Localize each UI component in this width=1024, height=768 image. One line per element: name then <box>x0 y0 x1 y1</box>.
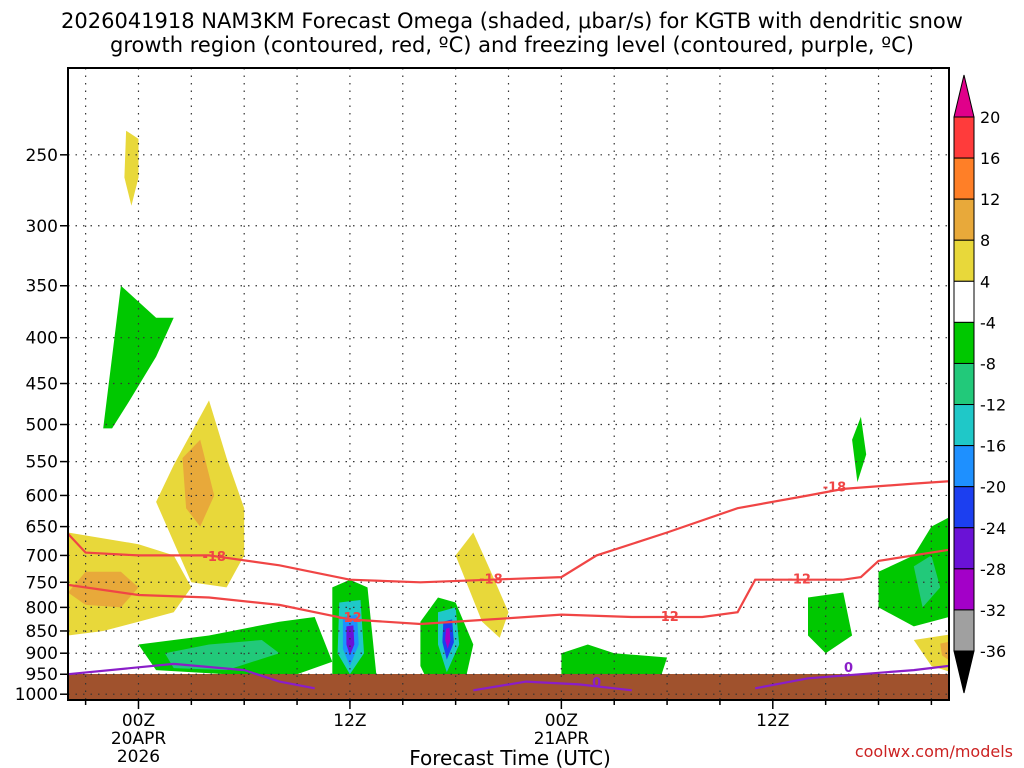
omega-region-16 <box>852 416 867 483</box>
colorbar-label-5: -4 <box>980 313 996 332</box>
colorbar-swatch-5 <box>953 321 975 364</box>
colorbar-swatch-11 <box>953 568 975 611</box>
omega-region-4 <box>182 439 215 527</box>
freezing-contour-0 <box>68 662 315 690</box>
colorbar-label-7: -12 <box>980 396 1006 415</box>
omega-region-9 <box>940 641 949 661</box>
x-tick-year-0: 2026 <box>117 747 160 767</box>
colorbar-swatch-7 <box>953 404 975 447</box>
colorbar-swatch-9 <box>953 486 975 529</box>
omega-region-26 <box>913 555 941 608</box>
freezing-label-1: 0 <box>844 661 853 676</box>
colorbar-label-6: -8 <box>980 354 996 373</box>
colorbar-label-2: 12 <box>980 190 1000 209</box>
y-tick-label-400: 400 <box>26 329 58 349</box>
chart-title-line2: growth region (contoured, red, ºC) and f… <box>110 33 914 57</box>
colorbar-swatch-4 <box>953 280 975 323</box>
x-axis-label: Forecast Time (UTC) <box>409 746 611 768</box>
y-tick-label-800: 800 <box>26 598 58 618</box>
y-tick-label-900: 900 <box>26 644 58 664</box>
dendritic-label-1b: -12 <box>655 610 679 625</box>
colorbar-label-8: -16 <box>980 437 1006 456</box>
y-tick-label-250: 250 <box>26 146 58 166</box>
dendritic-label-0a: -18 <box>202 550 226 565</box>
colorbar-top-arrow <box>953 74 975 118</box>
y-tick-label-650: 650 <box>26 518 58 538</box>
y-tick-label-750: 750 <box>26 573 58 593</box>
y-tick-label-1000: 1000 <box>15 685 58 705</box>
y-tick-label-700: 700 <box>26 546 58 566</box>
credit-text: coolwx.com/models <box>855 742 1013 761</box>
colorbar-label-13: -36 <box>980 642 1006 661</box>
colorbar-label-0: 20 <box>980 108 1000 127</box>
x-tick-date-0: 20APR <box>111 729 167 749</box>
omega-region-5 <box>455 532 509 638</box>
colorbar-swatch-2 <box>953 198 975 241</box>
x-tick-label-0: 00Z <box>122 711 155 731</box>
colorbar-swatch-8 <box>953 445 975 488</box>
dendritic-label-0c: -18 <box>823 481 847 496</box>
dendritic-contour-1 <box>68 548 949 626</box>
colorbar-swatch-1 <box>953 157 975 200</box>
y-axis: 2503003504004505005506006507007508008509… <box>15 146 68 705</box>
colorbar-swatch-12 <box>953 609 975 652</box>
dendritic-contour-0 <box>68 480 949 584</box>
y-tick-label-350: 350 <box>26 277 58 297</box>
omega-region-0 <box>124 130 139 206</box>
contour-lines: -18 -18 -18 -12 -12 -12 0 0 <box>68 480 949 692</box>
omega-region-17 <box>878 517 949 627</box>
y-tick-label-950: 950 <box>26 665 58 685</box>
colorbar-label-3: 8 <box>980 231 990 250</box>
x-tick-label-36: 12Z <box>756 711 789 731</box>
freezing-contour-2 <box>754 664 949 690</box>
omega-region-10 <box>103 285 174 429</box>
x-tick-label-24: 00Z <box>545 711 578 731</box>
colorbar-label-12: -32 <box>980 601 1006 620</box>
y-tick-label-550: 550 <box>26 453 58 473</box>
freezing-contour-1 <box>473 680 632 692</box>
x-tick-date-24: 21APR <box>534 729 590 749</box>
chart-title-line1: 2026041918 NAM3KM Forecast Omega (shaded… <box>61 9 963 33</box>
colorbar-swatch-3 <box>953 239 975 282</box>
colorbar-label-1: 16 <box>980 149 1000 168</box>
y-tick-label-850: 850 <box>26 622 58 642</box>
grid-lines <box>68 68 949 700</box>
freezing-label-0: 0 <box>592 676 601 691</box>
colorbar-label-9: -20 <box>980 478 1006 497</box>
omega-region-19 <box>164 640 280 671</box>
dendritic-label-1a: -12 <box>338 611 362 626</box>
y-tick-label-450: 450 <box>26 375 58 395</box>
colorbar-label-4: 4 <box>980 272 990 291</box>
y-tick-label-500: 500 <box>26 416 58 436</box>
colorbar-label-11: -28 <box>980 560 1006 579</box>
colorbar-swatch-10 <box>953 527 975 570</box>
y-tick-label-600: 600 <box>26 486 58 506</box>
colorbar-swatch-6 <box>953 362 975 406</box>
x-tick-label-12: 12Z <box>333 711 366 731</box>
omega-region-25 <box>445 627 451 649</box>
plot-area: -18 -18 -18 -12 -12 -12 0 0 <box>67 67 1024 701</box>
omega-region-22 <box>346 625 355 656</box>
omega-region-18 <box>984 440 1024 653</box>
dendritic-label-0b: -18 <box>479 573 503 588</box>
colorbar-swatch-0 <box>953 116 975 159</box>
colorbar-legend: 20 16 12 8 4 -4 -8 -12 -16 -20 -24 -28 -32 -36 <box>953 74 1006 694</box>
colorbar-label-10: -24 <box>980 519 1006 538</box>
dendritic-label-1c: -12 <box>787 573 811 588</box>
y-tick-label-300: 300 <box>26 217 58 237</box>
colorbar-bottom-arrow <box>953 650 975 694</box>
